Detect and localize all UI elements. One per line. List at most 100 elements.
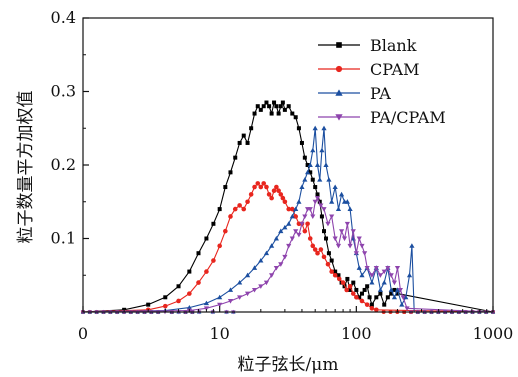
data-point	[321, 126, 326, 131]
data-point	[359, 244, 364, 249]
data-point	[341, 280, 346, 285]
data-point	[319, 247, 324, 252]
data-point	[296, 199, 301, 204]
data-point	[176, 299, 181, 304]
data-point	[264, 101, 268, 105]
data-point	[242, 134, 246, 138]
data-point	[327, 251, 331, 255]
plot-frame	[83, 18, 493, 312]
data-point	[336, 66, 342, 72]
data-point	[246, 141, 250, 145]
data-point	[204, 269, 209, 274]
legend-label: CPAM	[370, 60, 419, 79]
y-tick-label: 0.1	[51, 229, 76, 248]
data-point	[270, 112, 274, 116]
data-point	[252, 185, 257, 190]
data-point	[339, 192, 344, 197]
data-point	[311, 178, 315, 182]
series-line	[83, 128, 493, 312]
data-point	[360, 292, 364, 296]
data-point	[303, 156, 307, 160]
data-point	[315, 251, 320, 256]
data-point	[196, 251, 200, 255]
data-point	[259, 185, 264, 190]
data-point	[329, 215, 334, 220]
data-point	[347, 207, 352, 212]
data-point	[233, 207, 238, 212]
series-pa	[81, 126, 495, 314]
data-point	[249, 126, 253, 130]
data-point	[337, 277, 342, 282]
data-point	[347, 244, 352, 249]
data-point	[223, 229, 228, 234]
data-point	[267, 104, 271, 108]
data-point	[345, 277, 349, 281]
data-point	[217, 244, 222, 249]
data-point	[253, 112, 257, 116]
data-point	[317, 177, 322, 182]
data-point	[211, 258, 216, 263]
y-tick-label: 0.2	[51, 155, 76, 174]
data-point	[362, 251, 367, 256]
data-point	[354, 288, 358, 292]
data-point	[330, 259, 334, 263]
data-point	[329, 269, 334, 274]
series-layer	[81, 101, 495, 315]
data-point	[274, 236, 279, 241]
data-point	[228, 170, 232, 174]
data-point	[324, 237, 328, 241]
data-point	[256, 104, 260, 108]
data-point	[283, 199, 288, 204]
data-point	[392, 281, 397, 286]
data-point	[241, 207, 246, 212]
data-point	[218, 207, 222, 211]
data-point	[279, 104, 283, 108]
data-point	[313, 126, 318, 131]
data-point	[303, 229, 308, 234]
data-point	[336, 42, 342, 48]
x-tick-label: 10	[209, 324, 229, 343]
data-point	[321, 207, 326, 212]
data-point	[308, 236, 313, 241]
data-point	[294, 115, 298, 119]
data-point	[282, 255, 287, 260]
data-point	[351, 281, 355, 285]
data-point	[320, 214, 324, 218]
data-point	[287, 104, 291, 108]
data-point	[290, 237, 295, 242]
data-point	[237, 203, 242, 208]
data-point	[310, 148, 315, 153]
data-point	[370, 306, 375, 311]
data-point	[351, 291, 356, 296]
data-point	[382, 303, 386, 307]
data-point	[326, 262, 331, 267]
legend-label: PA/CPAM	[370, 108, 446, 127]
legend: BlankCPAMPAPA/CPAM	[318, 36, 446, 127]
y-tick-label: 0.3	[51, 82, 76, 101]
data-point	[325, 222, 330, 227]
data-point	[386, 295, 390, 299]
data-point	[274, 104, 278, 108]
x-tick-label: 0	[78, 324, 88, 343]
x-tick-label: 1000	[473, 324, 514, 343]
data-point	[261, 181, 266, 186]
data-point	[395, 266, 400, 271]
data-point	[286, 244, 291, 249]
data-point	[313, 200, 318, 205]
data-point	[238, 141, 242, 145]
data-point	[223, 185, 227, 189]
data-point	[333, 273, 338, 278]
data-point	[277, 112, 281, 116]
data-point	[269, 196, 274, 201]
data-point	[326, 177, 331, 182]
data-point	[211, 222, 215, 226]
data-point	[399, 302, 404, 307]
legend-label: PA	[370, 84, 391, 103]
data-point	[382, 280, 387, 285]
data-point	[363, 288, 367, 292]
data-point	[264, 281, 269, 286]
y-axis-title: 粒子数量平方加权值	[16, 91, 36, 244]
data-point	[299, 184, 304, 189]
data-point	[302, 177, 307, 182]
